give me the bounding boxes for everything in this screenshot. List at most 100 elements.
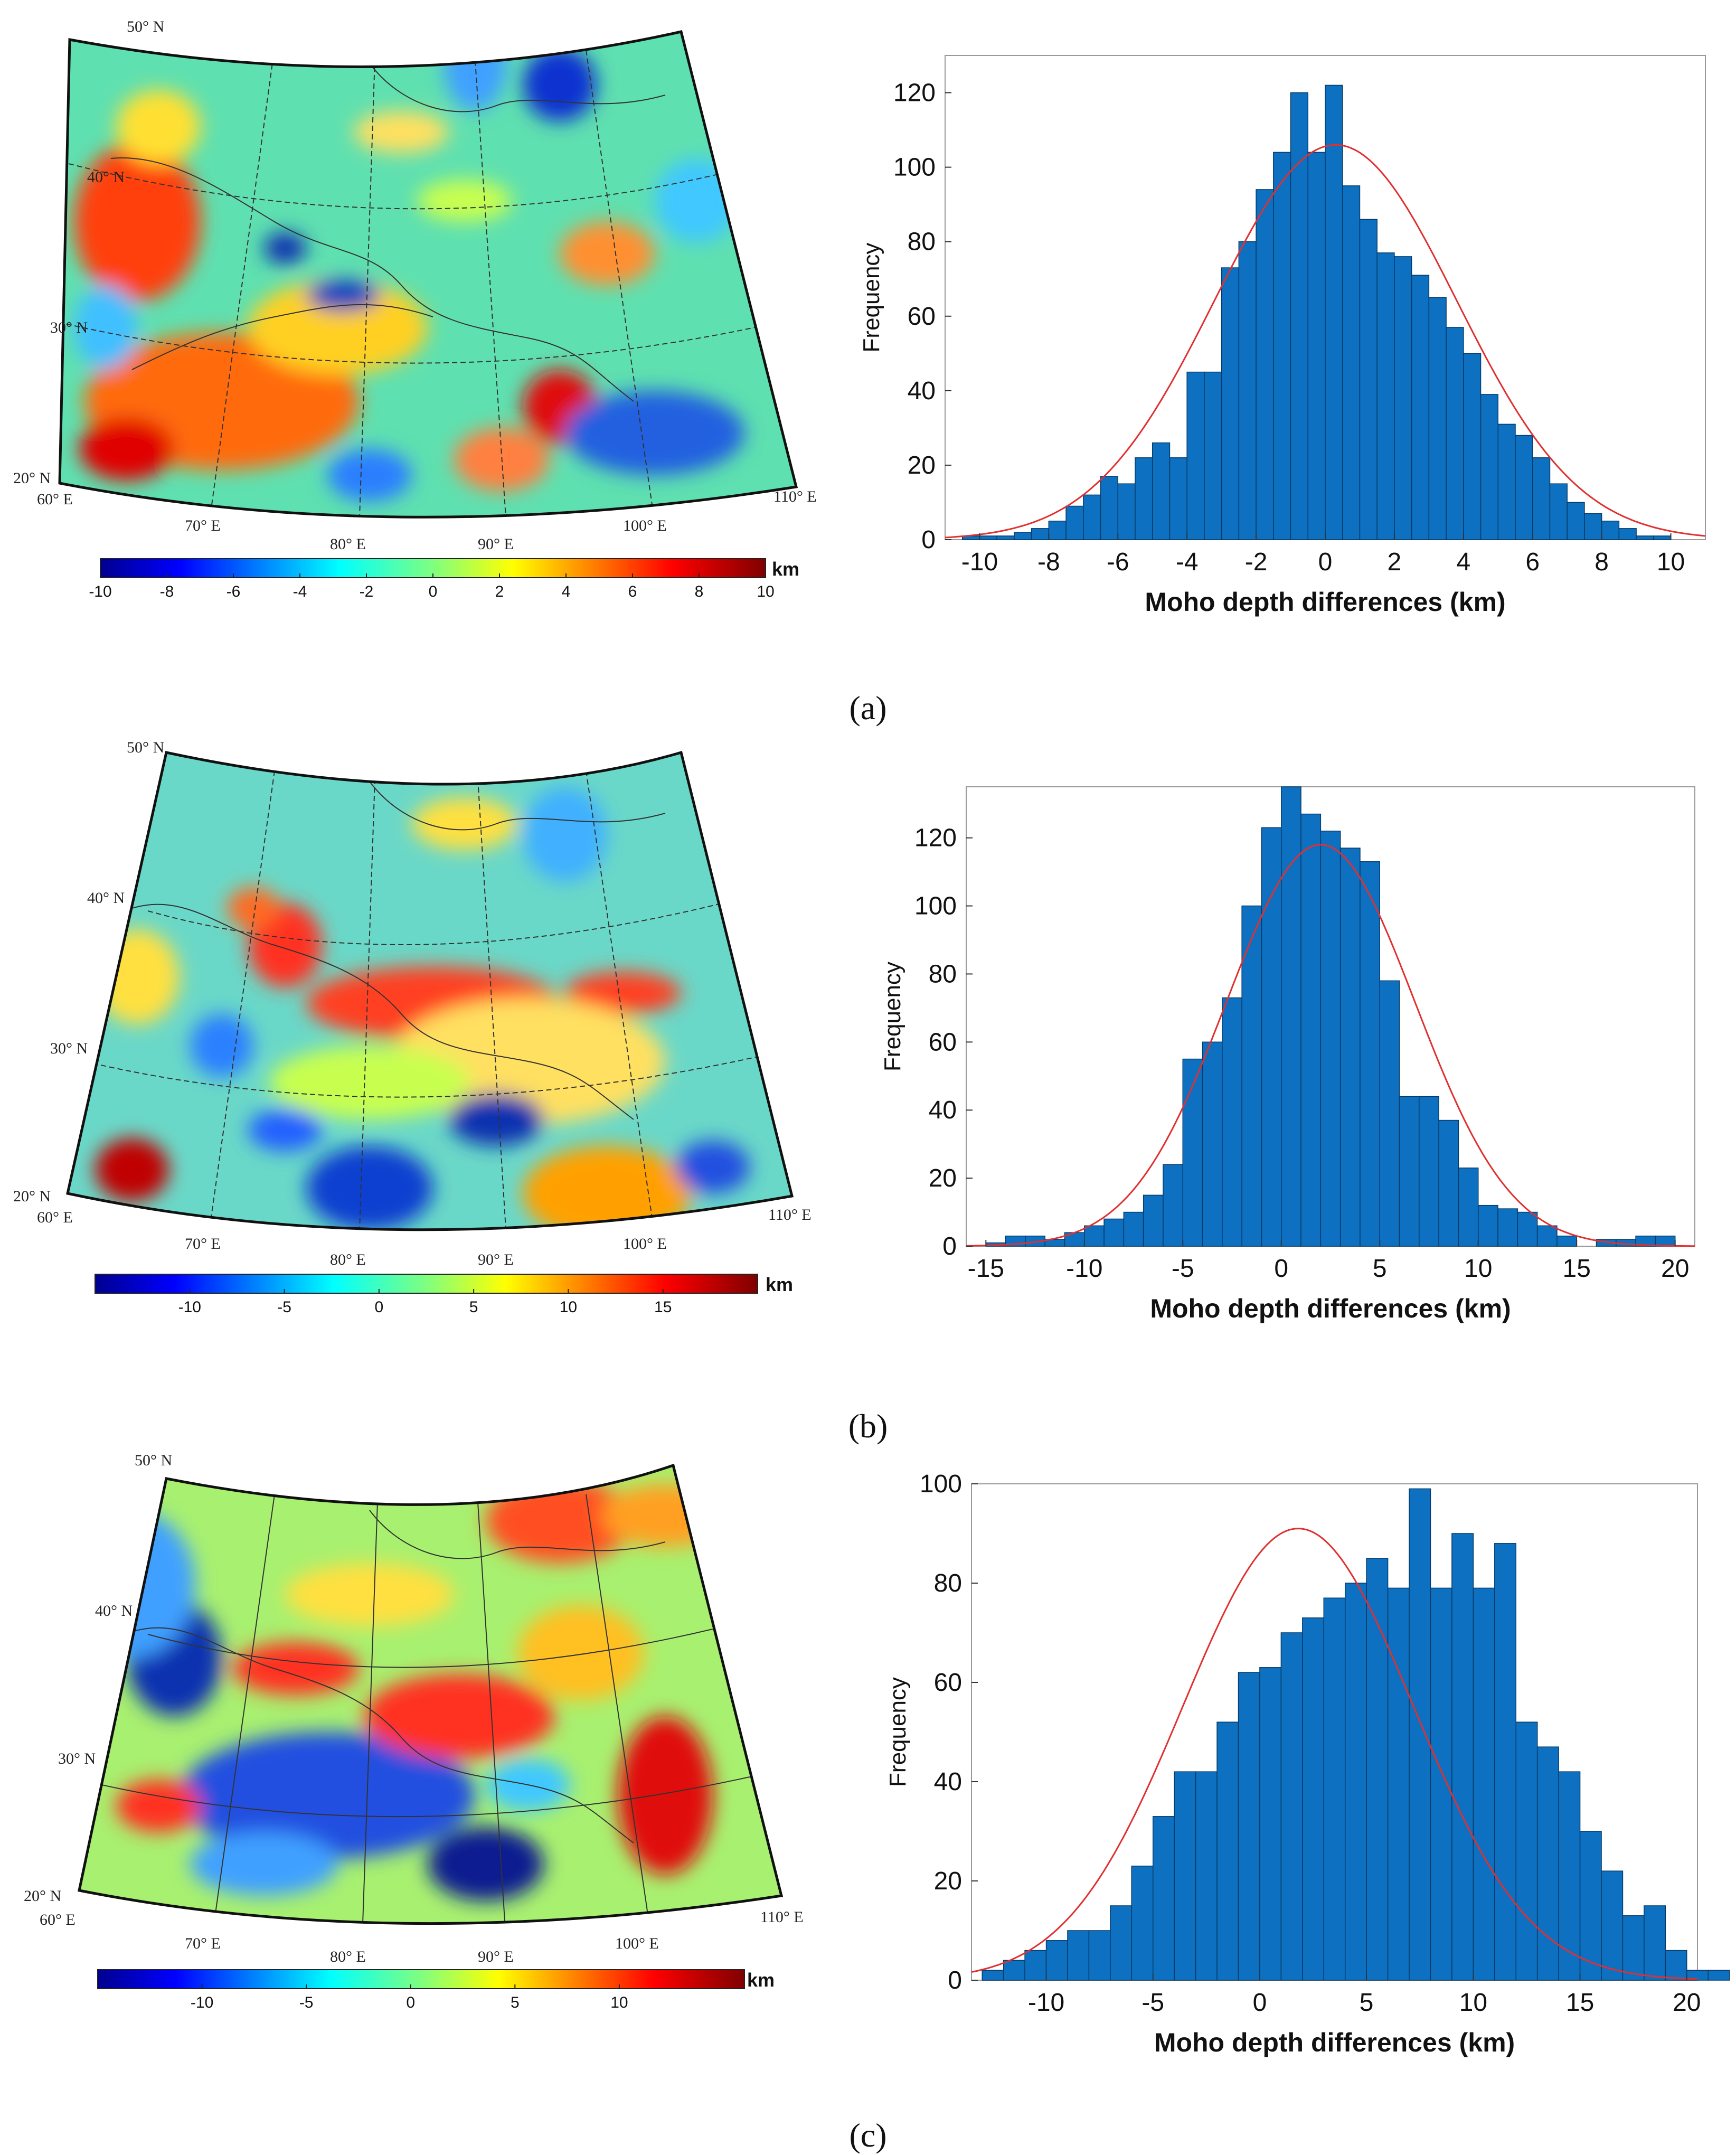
histogram-bar [1536,1746,1559,1981]
map-c-lat-20: 20° N [24,1887,61,1905]
histogram-bar [1088,1930,1111,1981]
colorbar-tick-label: 5 [469,1298,478,1316]
map-b-lat-30: 30° N [50,1040,88,1057]
map-c-lon-80: 80° E [330,1948,366,1965]
map-c-colorbar-unit: km [747,1969,775,1991]
x-tick-label: -15 [968,1255,1004,1283]
y-axis-title: Frequency [885,1677,911,1787]
histogram-bar [1428,297,1447,540]
histogram-bar [1665,1950,1687,1981]
y-tick-label: 100 [920,1470,962,1498]
x-tick-label: -8 [1037,548,1060,576]
map-b-lon-60: 60° E [37,1209,73,1226]
x-tick-label: 5 [1373,1255,1387,1283]
colorbar-tick-label: 0 [375,1298,384,1316]
x-tick-label: 8 [1595,548,1609,576]
histogram-bar [1216,1721,1239,1981]
histogram-b: -15 -10 -5 0 5 10 15 20 0 20 40 60 80 100 120 Moho dept… [880,786,1695,1323]
x-axis-title: Moho depth differences (km) [1145,587,1505,617]
histogram-bar [1497,424,1516,540]
x-tick-label: -4 [1176,548,1199,576]
colorbar-tick-label: -5 [299,1994,314,2011]
y-tick-label: 0 [942,1232,957,1260]
x-tick-label: -2 [1245,548,1268,576]
histogram-c: -10 -5 0 5 10 15 20 0 20 40 60 80 100 Moho depth diff… [885,1470,1730,2057]
histogram-bar [1480,394,1499,540]
histogram-bar [1169,457,1187,540]
colorbar-tick-label: 5 [511,1994,520,2011]
histogram-bar [1135,457,1153,540]
colorbar-tick-label: 0 [429,583,438,600]
colorbar-tick-label: -5 [277,1298,291,1316]
map-a-field [60,32,796,517]
histogram-bar [1342,185,1361,540]
histogram-bar [1204,371,1222,540]
y-tick-label: 40 [929,1096,957,1124]
y-tick-label: 120 [914,824,957,852]
histogram-bar [1238,1672,1260,1981]
histogram-bar [1622,1915,1645,1981]
map-c: 50° N 40° N 30° N 20° N 60° E 70° E 80° … [24,1452,804,2011]
y-tick-label: 0 [948,1966,962,1994]
map-b-lon-90: 90° E [478,1251,514,1268]
histogram-bar [1458,1168,1479,1247]
map-c-lon-70: 70° E [185,1935,221,1952]
histogram-bar [1494,1543,1517,1981]
y-tick-label: 20 [908,451,936,479]
x-tick-label: -10 [1028,1989,1064,2017]
histogram-bar [1048,520,1067,540]
histogram-bar [1300,813,1322,1247]
histogram-bar [1517,1211,1538,1247]
colorbar-tick-label: 0 [406,1994,415,2011]
histogram-bar [1549,483,1568,540]
histogram-bar [1256,189,1274,540]
histogram-bar [1430,1587,1452,1981]
histogram-bar [1359,219,1378,540]
histogram-bar [1655,1235,1676,1247]
y-tick-label: 0 [921,526,936,554]
histogram-bar [1579,1831,1602,1981]
histogram-bar [1411,275,1430,540]
y-tick-label: 80 [908,228,936,256]
map-c-lat-50: 50° N [135,1452,172,1469]
histogram-bar [1515,1721,1538,1981]
normal-fit-curve [971,1528,1698,1980]
normal-fit-curve [945,144,1706,539]
colorbar-tick-label: 15 [654,1298,672,1316]
histogram-bar [1045,1940,1068,1981]
histogram-bar [1083,494,1101,540]
histogram-bar [1222,997,1242,1247]
y-tick-label: 120 [893,79,936,107]
y-tick-label: 20 [929,1164,957,1192]
histogram-bar [1536,1225,1558,1247]
histogram-bar [1143,1194,1164,1247]
colorbar-tick-label: -10 [191,1994,213,2011]
x-tick-label: 15 [1563,1255,1591,1283]
map-b: 50° N 40° N 30° N 20° N 60° E 70° E 80° … [13,739,812,1316]
histogram-bar [1438,1119,1459,1247]
y-tick-label: 100 [914,892,957,920]
x-tick-label: -6 [1107,548,1129,576]
y-axis-title: Frequency [880,962,905,1071]
map-a-lat-50: 50° N [127,18,164,35]
histogram-bar [1339,848,1361,1247]
map-c-lat-30: 30° N [58,1750,96,1767]
histogram-bar [1195,1771,1218,1981]
map-b-lon-100: 100° E [623,1235,667,1253]
colorbar-tick-label: -10 [89,583,111,600]
x-tick-label: 20 [1661,1255,1689,1283]
map-b-colorbar [95,1274,758,1294]
map-b-lon-110: 110° E [768,1206,812,1224]
map-a-lon-100: 100° E [623,517,667,534]
histogram-bar [1653,535,1672,540]
histogram-bar [1419,1096,1439,1247]
histogram-bar [979,535,997,540]
histogram-bar [1259,1667,1282,1981]
colorbar-tick-label: -2 [360,583,374,600]
histogram-bar [1100,476,1119,540]
histogram-bar [1556,1235,1577,1247]
y-tick-label: 100 [893,154,936,182]
panel-label-b: (b) [848,1407,888,1445]
